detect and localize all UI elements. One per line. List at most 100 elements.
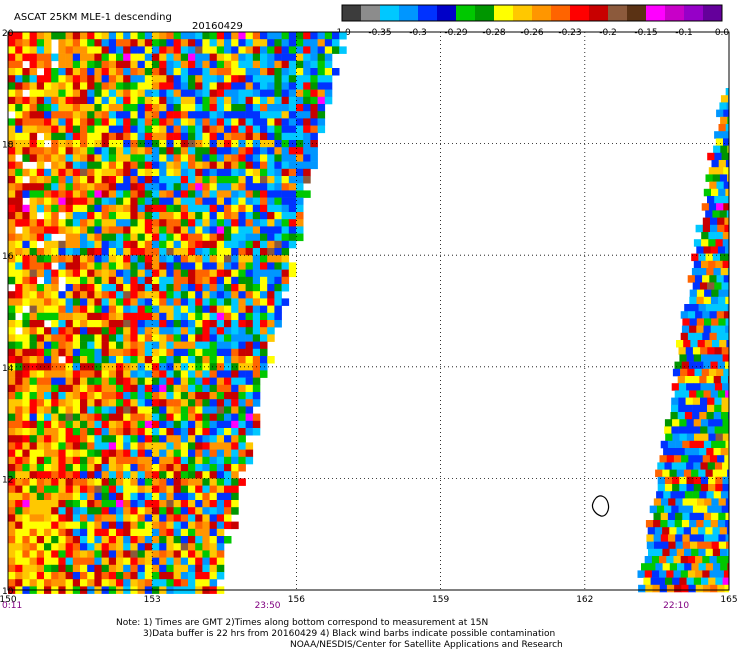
swath-cell bbox=[267, 125, 275, 134]
swath-cell bbox=[94, 356, 102, 364]
swath-cell bbox=[101, 111, 110, 119]
swath-cell bbox=[101, 384, 110, 393]
swath-cell bbox=[123, 514, 131, 522]
swath-cell bbox=[159, 327, 167, 335]
swath-cell bbox=[713, 448, 721, 456]
swath-cell bbox=[166, 39, 174, 47]
swath-cell bbox=[310, 125, 318, 134]
swath-cell bbox=[267, 190, 275, 198]
swath-cell bbox=[8, 60, 16, 69]
swath-cell bbox=[231, 356, 239, 364]
swath-cell bbox=[224, 456, 232, 465]
swath-cell bbox=[15, 514, 23, 522]
swath-cell bbox=[65, 305, 74, 314]
swath-cell bbox=[238, 125, 246, 134]
swath-cell bbox=[173, 176, 182, 184]
swath-cell bbox=[51, 32, 59, 40]
swath-cell bbox=[72, 543, 81, 551]
swath-cell bbox=[87, 399, 95, 407]
swath-cell bbox=[724, 584, 730, 593]
swath-cell bbox=[51, 550, 59, 558]
swath-cell bbox=[80, 492, 88, 501]
swath-cell bbox=[707, 347, 715, 355]
swath-cell bbox=[638, 584, 646, 593]
swath-cell bbox=[130, 168, 138, 177]
swath-cell bbox=[152, 399, 160, 407]
swath-cell bbox=[80, 320, 88, 328]
swath-cell bbox=[712, 548, 721, 557]
swath-cell bbox=[260, 240, 268, 249]
swath-cell bbox=[173, 521, 182, 530]
swath-cell bbox=[245, 456, 254, 465]
swath-cell bbox=[22, 464, 30, 472]
swath-cell bbox=[123, 377, 131, 386]
swath-cell bbox=[22, 284, 30, 292]
swath-cell bbox=[94, 32, 102, 40]
swath-cell bbox=[44, 579, 52, 587]
swath-cell bbox=[202, 492, 210, 501]
swath-cell bbox=[209, 572, 218, 580]
swath-cell bbox=[144, 435, 153, 443]
swath-cell bbox=[683, 527, 692, 535]
swath-cell bbox=[726, 541, 729, 550]
swath-cell bbox=[101, 572, 110, 580]
swath-cell bbox=[123, 104, 131, 112]
swath-cell bbox=[144, 557, 153, 566]
swath-cell bbox=[44, 147, 52, 155]
swath-cell bbox=[116, 305, 124, 314]
swath-cell bbox=[324, 32, 333, 40]
swath-cell bbox=[80, 262, 88, 270]
swath-cell bbox=[8, 449, 16, 458]
swath-cell bbox=[720, 268, 729, 276]
swath-cell bbox=[245, 39, 254, 47]
swath-cell bbox=[202, 327, 210, 335]
swath-cell bbox=[695, 570, 703, 578]
swath-cell bbox=[44, 190, 52, 198]
swath-cell bbox=[209, 377, 218, 386]
swath-cell bbox=[108, 428, 117, 436]
swath-cell bbox=[202, 276, 210, 285]
swath-cell bbox=[101, 147, 110, 155]
swath-cell bbox=[15, 420, 23, 429]
swath-cell bbox=[700, 476, 709, 485]
swath-cell bbox=[245, 269, 254, 278]
swath-cell bbox=[672, 368, 681, 377]
swath-cell bbox=[188, 291, 196, 299]
swath-cell bbox=[130, 514, 138, 522]
swath-cell bbox=[80, 132, 88, 141]
swath-cell bbox=[209, 420, 218, 429]
swath-cell bbox=[173, 39, 182, 47]
swath-cell bbox=[669, 563, 678, 571]
colorbar-segment bbox=[513, 5, 533, 21]
swath-cell bbox=[281, 46, 290, 54]
swath-cell bbox=[144, 413, 153, 422]
swath-cell bbox=[51, 291, 59, 299]
swath-cell bbox=[130, 298, 138, 306]
swath-cell bbox=[22, 528, 30, 537]
swath-cell bbox=[51, 68, 59, 76]
swath-cell bbox=[245, 82, 254, 90]
swath-cell bbox=[58, 449, 66, 458]
swath-cell bbox=[51, 341, 59, 350]
swath-cell bbox=[224, 161, 232, 170]
swath-cell bbox=[195, 75, 203, 83]
swath-cell bbox=[245, 356, 254, 364]
swath-cell bbox=[144, 190, 153, 198]
swath-cell bbox=[180, 406, 189, 414]
swath-cell bbox=[36, 564, 45, 573]
swath-cell bbox=[252, 212, 261, 220]
swath-cell bbox=[281, 197, 290, 206]
swath-cell bbox=[58, 363, 66, 371]
swath-cell bbox=[725, 124, 730, 132]
swath-cell bbox=[116, 233, 124, 242]
swath-cell bbox=[94, 53, 102, 62]
swath-cell bbox=[87, 521, 95, 530]
swath-cell bbox=[65, 291, 74, 299]
swath-cell bbox=[101, 456, 110, 465]
swath-cell bbox=[152, 39, 160, 47]
swath-cell bbox=[159, 406, 167, 414]
swath-cell bbox=[245, 68, 254, 76]
swath-cell bbox=[173, 276, 182, 285]
swath-cell bbox=[252, 305, 261, 314]
swath-cell bbox=[80, 75, 88, 83]
